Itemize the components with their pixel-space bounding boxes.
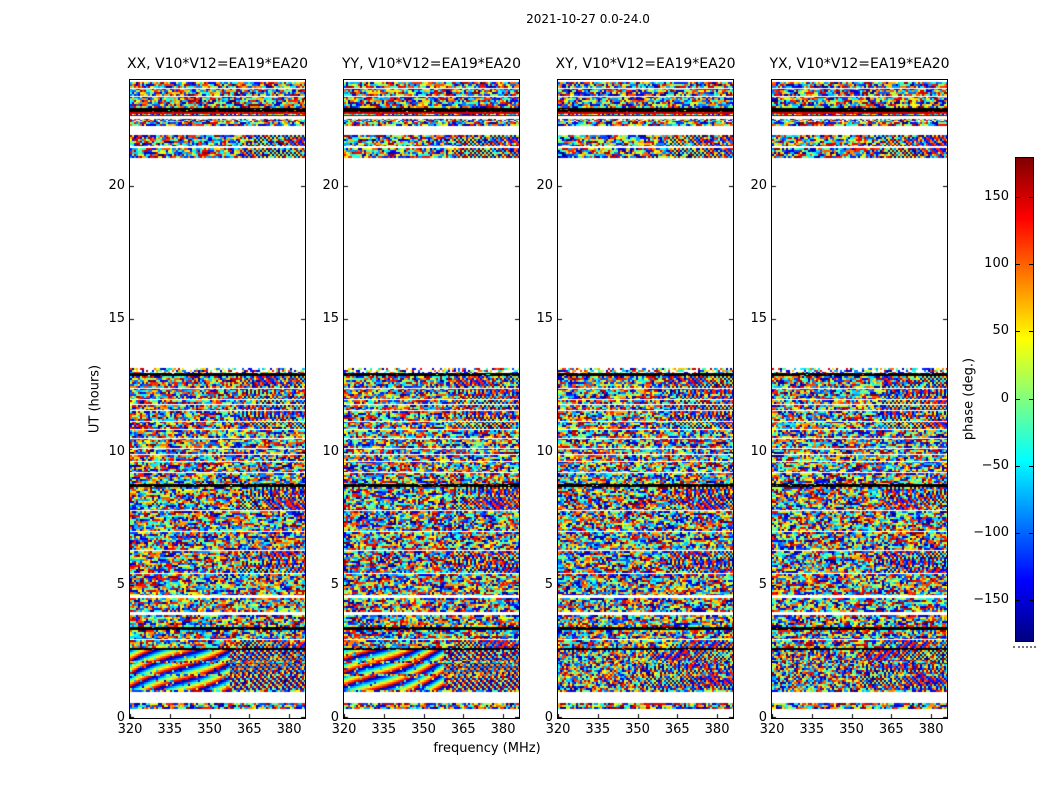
x-tick-label: 320 xyxy=(759,722,785,737)
colorbar-end-dots xyxy=(1013,646,1036,648)
x-tick-label: 320 xyxy=(331,722,357,737)
x-tick-label: 335 xyxy=(371,722,397,737)
panel-plot-xy xyxy=(557,79,734,719)
colorbar-tick xyxy=(1016,398,1020,400)
colorbar-tick xyxy=(1016,532,1020,534)
x-tick-label: 320 xyxy=(545,722,571,737)
y-tick-label: 0 xyxy=(544,710,553,725)
y-tick-label: 5 xyxy=(544,577,553,593)
x-tick-label: 320 xyxy=(117,722,143,737)
x-tick-label: 350 xyxy=(625,722,650,737)
colorbar-tick xyxy=(1016,264,1020,266)
y-axis-label: UT (hours) xyxy=(87,364,103,434)
colorbar-tick-label: 0 xyxy=(1000,390,1009,406)
y-tick-label: 0 xyxy=(758,710,767,725)
phase-heatmap-canvas-yy xyxy=(344,80,519,718)
panel-plot-yx xyxy=(771,79,948,719)
y-tick-label: 10 xyxy=(536,444,553,460)
y-tick-label: 15 xyxy=(322,311,339,327)
colorbar-tick-label: −100 xyxy=(973,524,1009,540)
figure-title: 2021-10-27 0.0-24.0 xyxy=(526,12,650,26)
y-tick-label: 15 xyxy=(108,311,125,327)
y-tick-label: 0 xyxy=(116,710,125,725)
colorbar-tick-label: 150 xyxy=(984,189,1009,205)
colorbar-tick xyxy=(1029,264,1033,266)
colorbar-tick-label: −50 xyxy=(981,457,1009,473)
y-tick-label: 10 xyxy=(750,444,767,460)
colorbar-tick xyxy=(1029,398,1033,400)
colorbar-tick-label: 100 xyxy=(984,256,1009,272)
y-tick-label: 20 xyxy=(322,178,339,194)
colorbar-tick-label: 50 xyxy=(992,323,1009,339)
panel-title-yx: YX, V10*V12=EA19*EA20 xyxy=(769,56,950,72)
x-axis-label: frequency (MHz) xyxy=(433,741,541,756)
y-tick-label: 5 xyxy=(758,577,767,593)
x-tick-label: 380 xyxy=(704,722,730,737)
x-tick-label: 350 xyxy=(839,722,864,737)
panel-plot-xx xyxy=(129,79,306,719)
x-tick-label: 365 xyxy=(236,722,262,737)
x-tick-label: 365 xyxy=(450,722,476,737)
colorbar xyxy=(1015,157,1034,642)
colorbar-tick xyxy=(1016,465,1020,467)
x-tick-label: 365 xyxy=(878,722,904,737)
colorbar-tick xyxy=(1029,331,1033,333)
x-tick-label: 350 xyxy=(197,722,222,737)
x-tick-label: 380 xyxy=(918,722,944,737)
phase-heatmap-canvas-yx xyxy=(772,80,947,718)
y-tick-label: 20 xyxy=(536,178,553,194)
y-tick-label: 10 xyxy=(322,444,339,460)
colorbar-tick xyxy=(1029,197,1033,199)
colorbar-gradient xyxy=(1016,158,1033,641)
x-tick-label: 350 xyxy=(411,722,436,737)
y-tick-label: 20 xyxy=(108,178,125,194)
colorbar-tick xyxy=(1016,197,1020,199)
colorbar-tick xyxy=(1029,599,1033,601)
panel-title-yy: YY, V10*V12=EA19*EA20 xyxy=(342,56,521,72)
colorbar-tick xyxy=(1016,599,1020,601)
y-tick-label: 15 xyxy=(536,311,553,327)
x-tick-label: 365 xyxy=(664,722,690,737)
x-tick-label: 335 xyxy=(157,722,183,737)
panel-title-xx: XX, V10*V12=EA19*EA20 xyxy=(126,56,309,72)
y-tick-label: 20 xyxy=(750,178,767,194)
colorbar-tick xyxy=(1029,532,1033,534)
y-tick-label: 15 xyxy=(750,311,767,327)
phase-heatmap-canvas-xx xyxy=(130,80,305,718)
x-tick-label: 380 xyxy=(276,722,302,737)
y-tick-label: 0 xyxy=(330,710,339,725)
panel-title-xy: XY, V10*V12=EA19*EA20 xyxy=(555,56,736,72)
y-tick-label: 5 xyxy=(116,577,125,593)
colorbar-tick-label: −150 xyxy=(973,591,1009,607)
colorbar-tick xyxy=(1016,331,1020,333)
colorbar-tick xyxy=(1029,465,1033,467)
panel-plot-yy xyxy=(343,79,520,719)
x-tick-label: 335 xyxy=(585,722,611,737)
y-tick-label: 10 xyxy=(108,444,125,460)
phase-heatmap-canvas-xy xyxy=(558,80,733,718)
x-tick-label: 380 xyxy=(490,722,516,737)
y-tick-label: 5 xyxy=(330,577,339,593)
x-tick-label: 335 xyxy=(799,722,825,737)
